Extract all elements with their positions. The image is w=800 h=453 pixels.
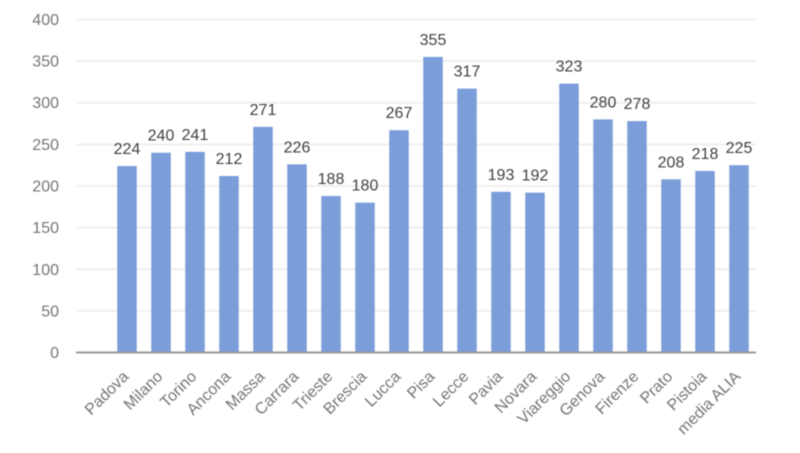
svg-text:212: 212 (216, 151, 243, 168)
svg-text:193: 193 (488, 167, 515, 184)
svg-text:241: 241 (182, 127, 209, 144)
svg-text:323: 323 (556, 59, 583, 76)
svg-text:200: 200 (32, 179, 59, 196)
svg-text:150: 150 (32, 220, 59, 237)
svg-text:355: 355 (420, 32, 447, 49)
svg-text:240: 240 (148, 128, 175, 145)
svg-text:226: 226 (284, 139, 311, 156)
svg-text:317: 317 (454, 64, 481, 81)
svg-text:350: 350 (32, 54, 59, 71)
svg-text:180: 180 (352, 178, 379, 195)
svg-text:400: 400 (32, 12, 59, 29)
svg-text:0: 0 (50, 345, 59, 362)
svg-text:280: 280 (590, 94, 617, 111)
svg-text:271: 271 (250, 102, 277, 119)
svg-text:188: 188 (318, 171, 345, 188)
svg-text:224: 224 (114, 141, 141, 158)
svg-text:250: 250 (32, 137, 59, 154)
svg-text:50: 50 (41, 303, 59, 320)
svg-text:300: 300 (32, 95, 59, 112)
svg-text:225: 225 (726, 140, 753, 157)
svg-text:208: 208 (658, 154, 685, 171)
svg-text:192: 192 (522, 168, 549, 185)
svg-text:218: 218 (692, 146, 719, 163)
svg-text:267: 267 (386, 105, 413, 122)
svg-text:278: 278 (624, 96, 651, 113)
svg-text:100: 100 (32, 262, 59, 279)
